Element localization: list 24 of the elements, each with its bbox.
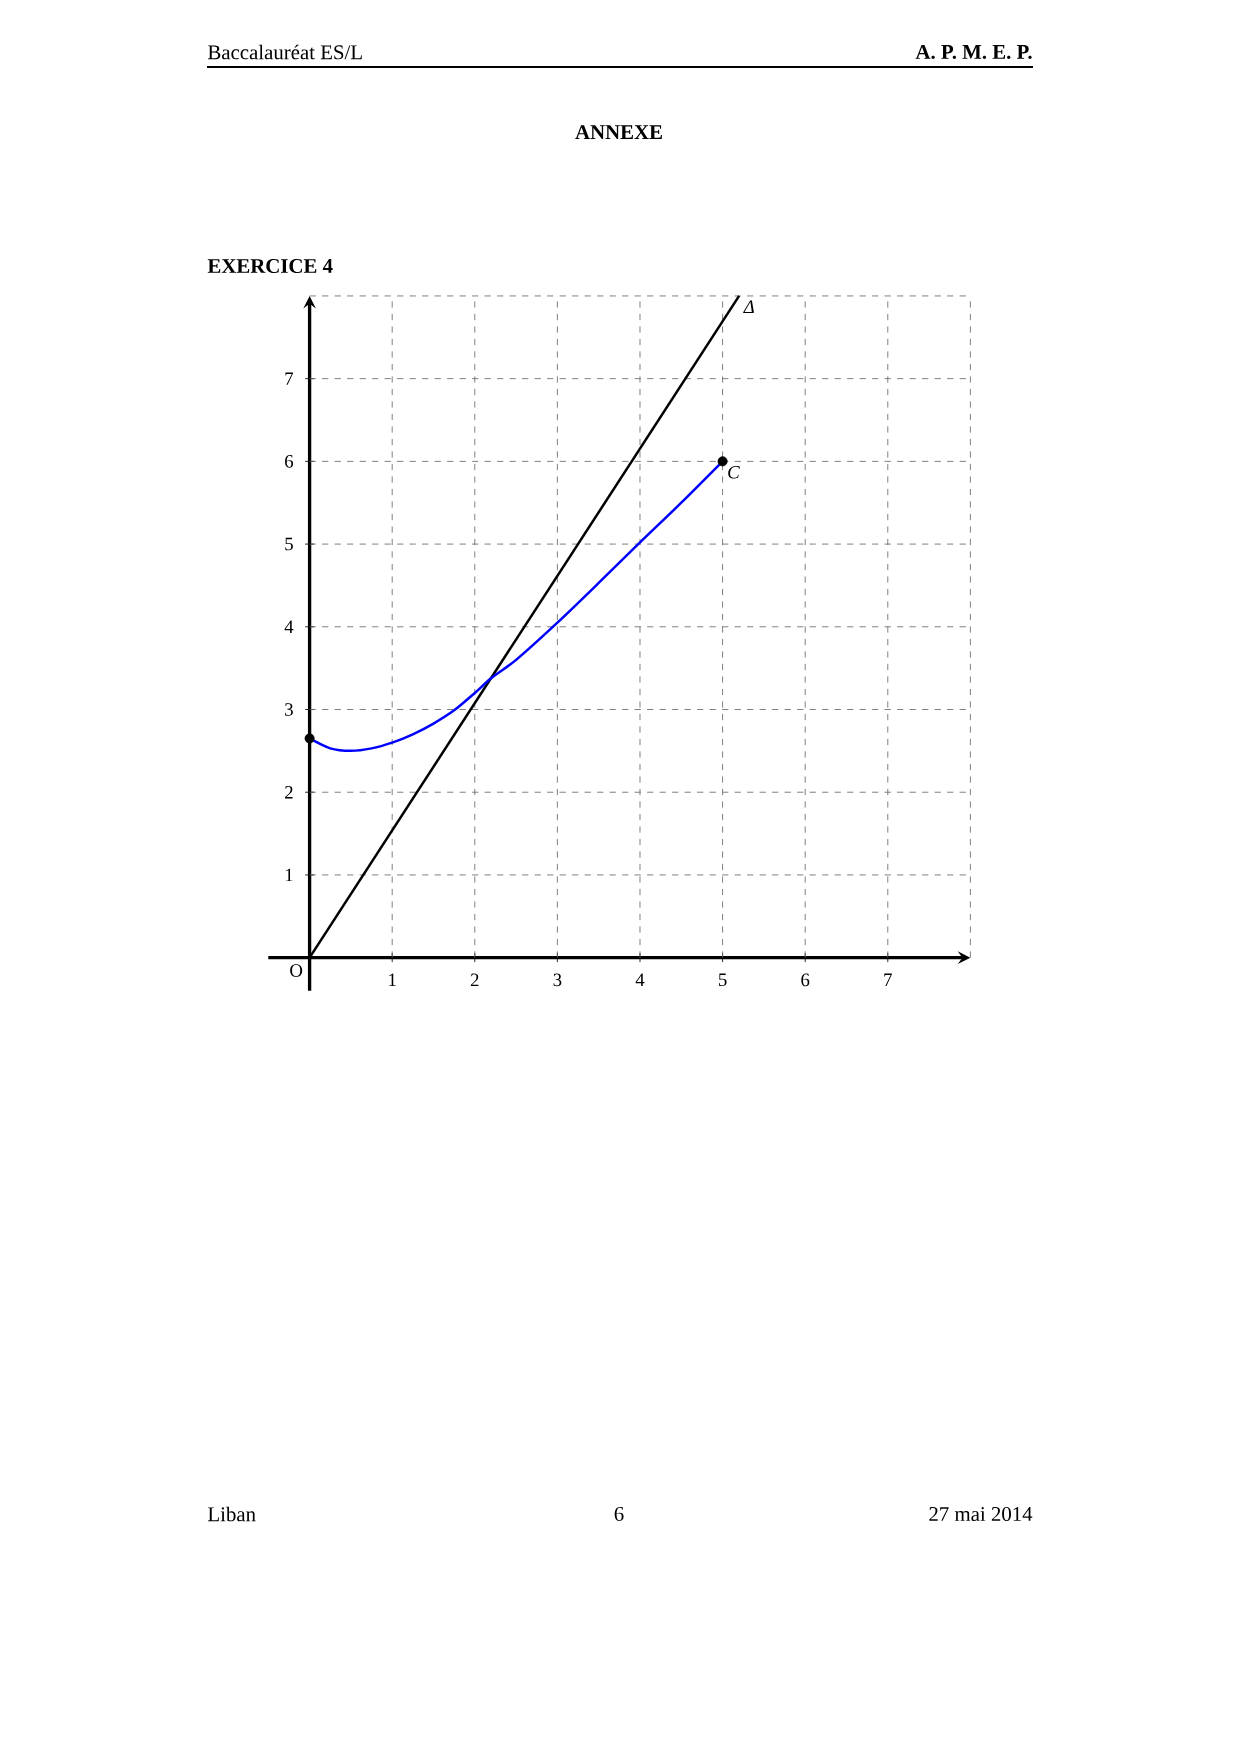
text: 6 — [614, 1507, 624, 1522]
annotation: O — [290, 964, 303, 977]
y-tick-label: 2 — [285, 786, 293, 799]
y-tick-label: 7 — [285, 372, 294, 385]
y-tick-label: 1 — [285, 868, 293, 882]
chart-title: ANNEXE — [575, 125, 662, 139]
x-tick-label: 5 — [718, 973, 727, 987]
text: Baccalauréat ES/L — [208, 44, 362, 60]
series-label: C — [728, 465, 740, 479]
y-tick-label: 6 — [285, 455, 294, 468]
y-tick-label: 5 — [285, 537, 293, 551]
text: Liban — [208, 1506, 256, 1522]
y-tick-label: 3 — [285, 703, 293, 716]
x-tick-label: 2 — [470, 973, 479, 987]
x-tick-label: 7 — [884, 973, 892, 986]
x-tick-label: 1 — [389, 973, 396, 986]
y-tick-label: 4 — [284, 620, 294, 633]
text: 27 mai 2014 — [929, 1506, 1033, 1522]
x-tick-label: 4 — [635, 973, 645, 986]
x-tick-label: 6 — [801, 973, 810, 987]
series-label: Δ — [743, 300, 754, 313]
chart-subtitle: EXERCICE 4 — [207, 259, 333, 273]
text: A. P. M. E. P. — [915, 44, 1032, 60]
x-tick-label: 3 — [553, 973, 562, 987]
